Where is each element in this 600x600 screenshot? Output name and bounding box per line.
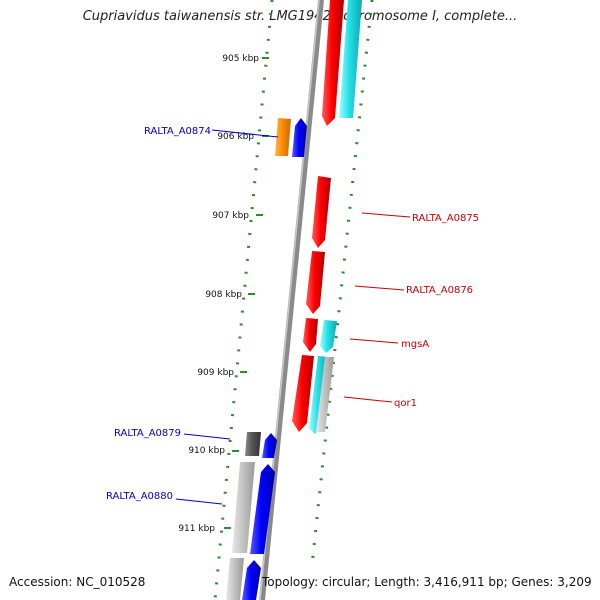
- gene-qor1-gray[interactable]: [316, 357, 334, 432]
- tick-label-905: 905 kbp: [222, 54, 259, 64]
- label-mgsA[interactable]: mgsA: [401, 339, 429, 350]
- leader-mgsA: [349, 338, 399, 344]
- forward-strand-genes: [292, 0, 362, 434]
- gene-ralta-a0875[interactable]: [312, 176, 331, 248]
- gene-ralta-a0879[interactable]: [262, 433, 277, 458]
- topology-info-text: Topology: circular; Length: 3,416,911 bp…: [262, 575, 592, 589]
- gene-ralta-a0880[interactable]: [250, 464, 275, 554]
- label-ralta-a0879[interactable]: RALTA_A0879: [114, 428, 181, 439]
- gene-mgsA-red[interactable]: [303, 318, 318, 352]
- tick-label-907: 907 kbp: [212, 211, 249, 221]
- leader-ralta-a0875: [361, 212, 411, 218]
- gene-blue-bottom[interactable]: [242, 560, 261, 600]
- gene-ralta-a0876[interactable]: [306, 251, 325, 314]
- label-qor1[interactable]: qor1: [394, 398, 417, 409]
- gene-feature-red-top[interactable]: [322, 0, 344, 126]
- leader-ralta-a0876: [354, 285, 405, 291]
- accession-text: Accession: NC_010528: [9, 575, 146, 589]
- gene-mgsA-cyan[interactable]: [320, 320, 337, 353]
- tick-label-911: 911 kbp: [178, 524, 215, 534]
- label-ralta-a0880[interactable]: RALTA_A0880: [106, 491, 173, 502]
- tick-label-909: 909 kbp: [197, 368, 234, 378]
- chromosome-backbone: [259, 0, 324, 600]
- gene-ralta-a0874[interactable]: [292, 118, 307, 157]
- leader-ralta-a0880: [175, 498, 223, 505]
- tick-label-910: 910 kbp: [188, 446, 225, 456]
- gene-qor1-red[interactable]: [292, 355, 314, 432]
- gene-feature-cyan-top[interactable]: [339, 0, 362, 118]
- label-ralta-a0874[interactable]: RALTA_A0874: [144, 126, 211, 137]
- tick-label-908: 908 kbp: [205, 290, 242, 300]
- reverse-strand-genes: [226, 118, 307, 600]
- gene-light-a0880[interactable]: [232, 462, 255, 553]
- tick-label-906: 906 kbp: [217, 132, 254, 142]
- leader-qor1: [343, 396, 393, 403]
- gene-orange-a0874[interactable]: [275, 118, 291, 156]
- label-ralta-a0875[interactable]: RALTA_A0875: [412, 213, 479, 224]
- label-leaders: [175, 129, 411, 505]
- map-title: Cupriavidus taiwanensis str. LMG19424 ch…: [82, 9, 518, 24]
- gene-light-bottom[interactable]: [226, 558, 244, 600]
- gene-dark-a0879[interactable]: [245, 432, 261, 456]
- leader-ralta-a0874: [211, 129, 279, 138]
- label-ralta-a0876[interactable]: RALTA_A0876: [406, 285, 473, 296]
- leader-ralta-a0879: [183, 433, 231, 440]
